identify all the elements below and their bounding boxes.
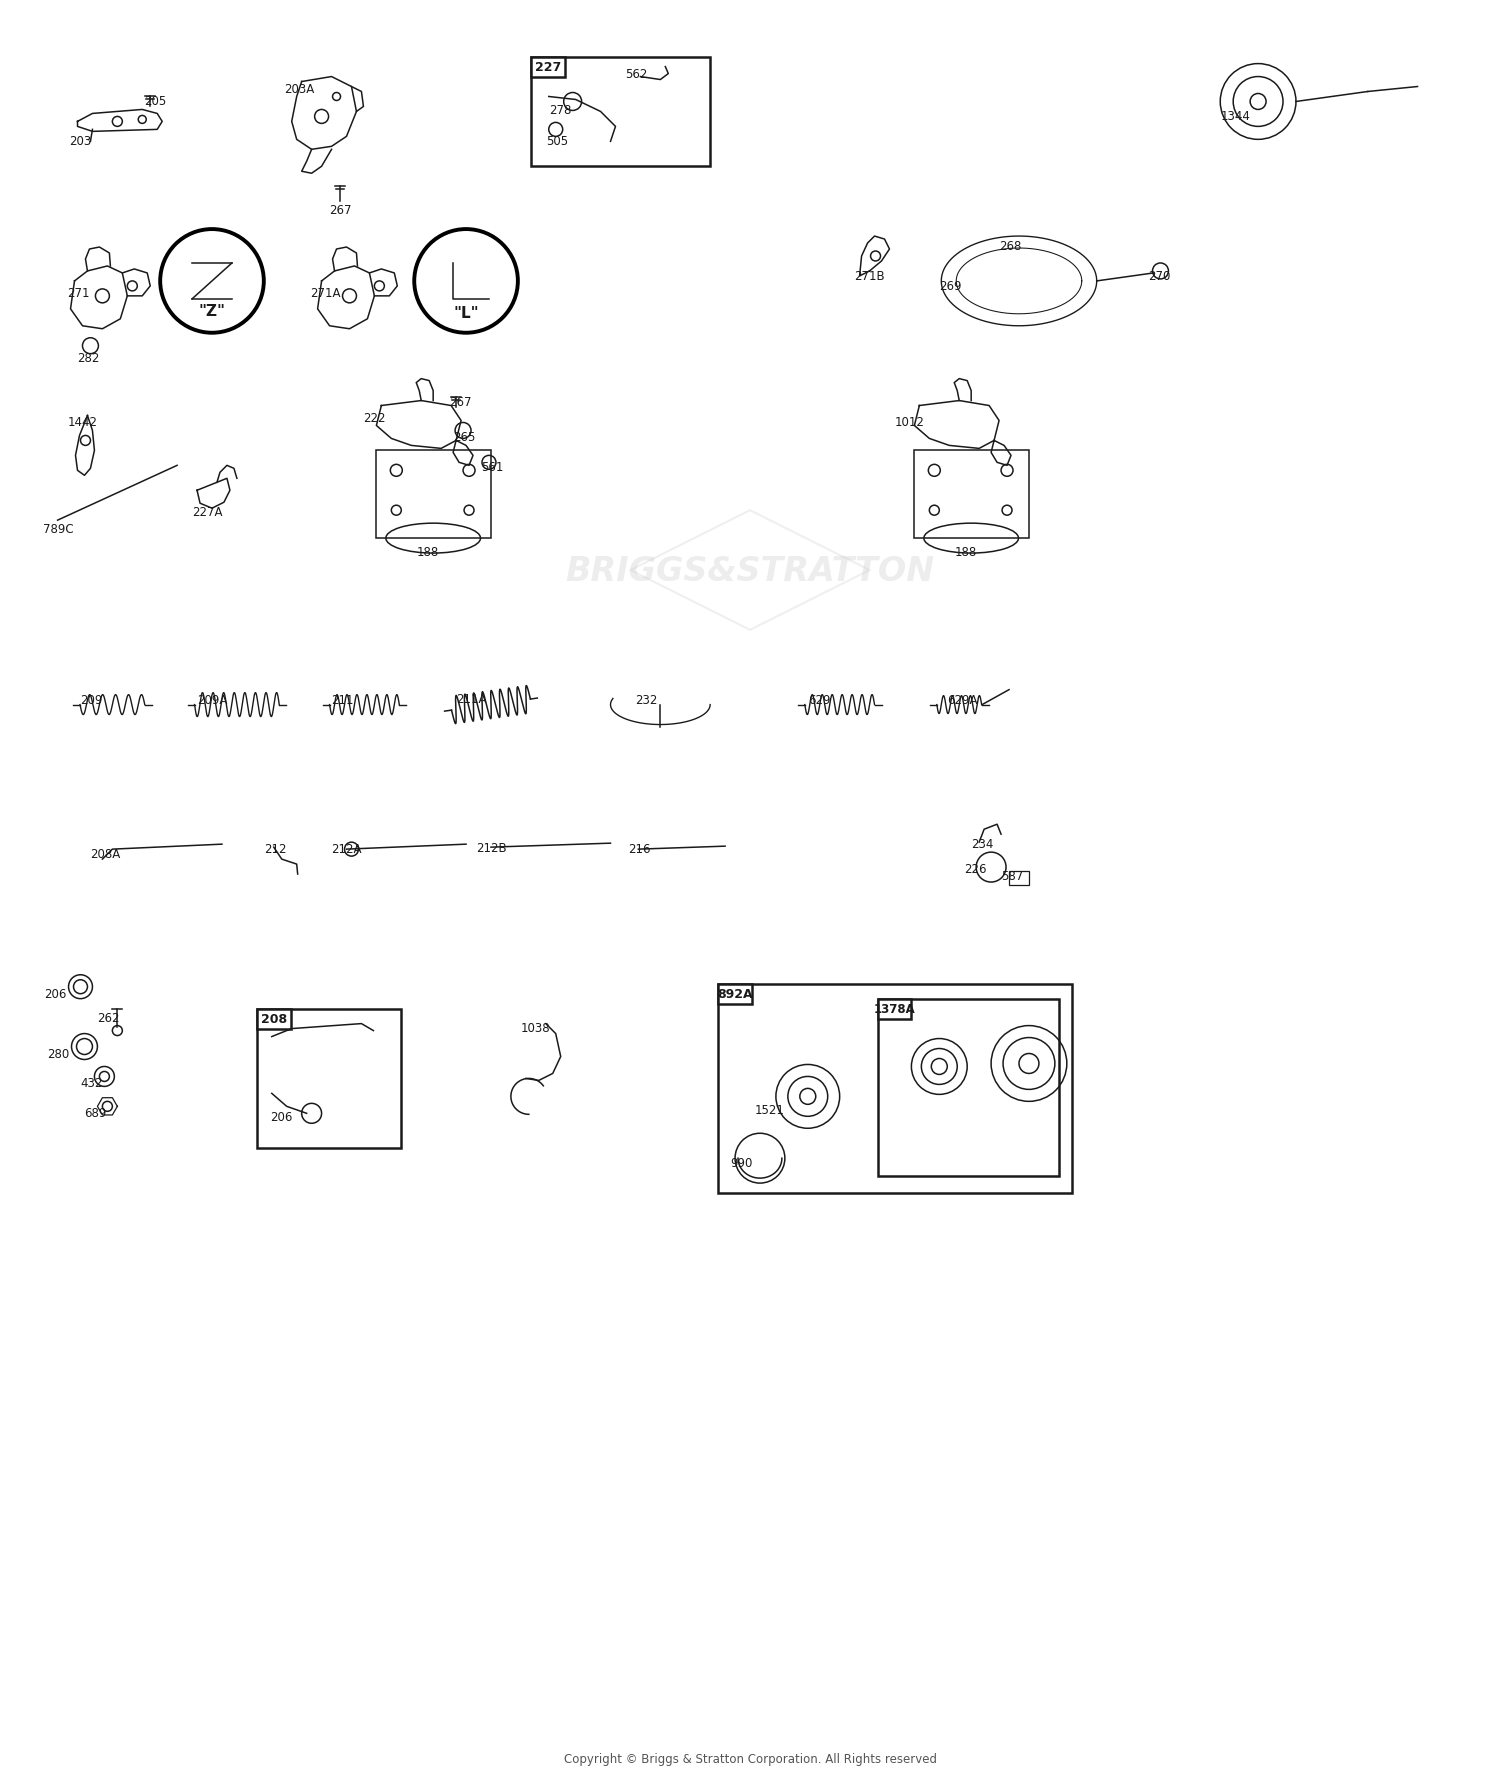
Text: 269: 269 — [939, 279, 962, 293]
Text: 1344: 1344 — [1221, 111, 1250, 123]
Text: 505: 505 — [546, 136, 568, 148]
Text: 203A: 203A — [284, 82, 314, 95]
Text: 587: 587 — [1000, 869, 1023, 882]
Text: 208: 208 — [261, 1013, 286, 1025]
Text: 270: 270 — [1149, 270, 1172, 283]
Text: 1038: 1038 — [520, 1022, 550, 1034]
Text: 211A: 211A — [456, 692, 486, 705]
Text: 227: 227 — [534, 61, 561, 73]
Text: 268: 268 — [999, 240, 1022, 252]
Text: 629A: 629A — [948, 694, 978, 707]
Text: 209A: 209A — [196, 694, 228, 707]
Text: 562: 562 — [626, 68, 648, 81]
FancyBboxPatch shape — [256, 1009, 291, 1029]
Text: 271A: 271A — [309, 286, 340, 301]
Text: 188: 188 — [954, 546, 976, 558]
Text: 212A: 212A — [332, 843, 362, 855]
Text: 629: 629 — [808, 694, 831, 707]
Text: 1012: 1012 — [894, 417, 924, 429]
Text: 267: 267 — [330, 204, 352, 216]
Text: 222: 222 — [363, 411, 386, 424]
Text: 689: 689 — [84, 1107, 106, 1120]
Text: 432: 432 — [81, 1077, 104, 1090]
Text: 226: 226 — [964, 862, 987, 875]
Text: 282: 282 — [78, 351, 101, 365]
FancyBboxPatch shape — [878, 998, 912, 1020]
Text: 211: 211 — [332, 694, 354, 707]
Text: 265: 265 — [453, 431, 476, 444]
Text: "L": "L" — [453, 306, 478, 322]
Text: 267: 267 — [448, 395, 471, 408]
Text: 206: 206 — [270, 1111, 292, 1123]
Text: 561: 561 — [482, 462, 504, 474]
Text: 205: 205 — [144, 95, 166, 109]
Text: 1378A: 1378A — [873, 1002, 915, 1016]
Text: 232: 232 — [636, 694, 658, 707]
Text: 234: 234 — [970, 837, 993, 852]
Text: 280: 280 — [48, 1047, 70, 1059]
Text: 1442: 1442 — [68, 417, 98, 429]
Text: "Z": "Z" — [198, 304, 225, 318]
Text: 212: 212 — [264, 843, 286, 855]
Text: 188: 188 — [416, 546, 438, 558]
Text: 208A: 208A — [90, 848, 120, 861]
Text: 789C: 789C — [42, 522, 74, 537]
Text: 227A: 227A — [192, 506, 222, 519]
Text: BRIGGS&STRATTON: BRIGGS&STRATTON — [566, 555, 934, 587]
Text: 271B: 271B — [855, 270, 885, 283]
Text: 209: 209 — [81, 694, 104, 707]
Text: 216: 216 — [628, 843, 651, 855]
FancyBboxPatch shape — [718, 984, 752, 1004]
FancyBboxPatch shape — [531, 57, 564, 77]
Text: 262: 262 — [98, 1011, 120, 1023]
Text: 271: 271 — [68, 286, 90, 301]
Text: 212B: 212B — [476, 841, 507, 855]
Text: 203: 203 — [69, 136, 92, 148]
Text: 278: 278 — [549, 104, 572, 118]
Text: 1521: 1521 — [754, 1104, 784, 1116]
Text: Copyright © Briggs & Stratton Corporation. All Rights reserved: Copyright © Briggs & Stratton Corporatio… — [564, 1751, 936, 1764]
Text: 206: 206 — [45, 988, 68, 1000]
Text: 990: 990 — [730, 1156, 753, 1170]
Text: 892A: 892A — [717, 988, 753, 1000]
